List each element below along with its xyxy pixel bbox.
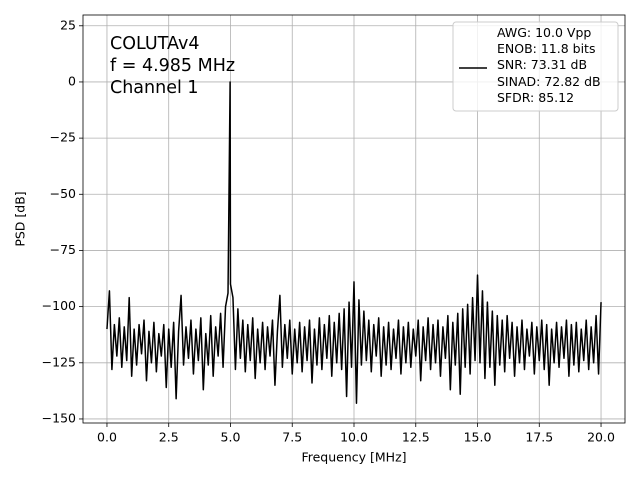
y-axis-label: PSD [dB]: [13, 191, 28, 246]
grid: [83, 15, 625, 423]
psd-line: [106, 81, 602, 404]
y-tick-label: −75: [50, 242, 76, 257]
x-axis-label: Frequency [MHz]: [301, 450, 406, 465]
x-tick-label: 7.5: [282, 430, 302, 445]
y-tick-label: −50: [50, 186, 76, 201]
y-tick-label: −25: [50, 130, 76, 145]
x-tick-label: 2.5: [159, 430, 179, 445]
x-tick-label: 5.0: [221, 430, 241, 445]
legend-label: AWG: 10.0 Vpp ENOB: 11.8 bits SNR: 73.31…: [497, 25, 601, 105]
y-tick-label: −150: [42, 410, 76, 425]
annotation: f = 4.985 MHz: [110, 56, 235, 76]
y-tick-label: −125: [42, 354, 76, 369]
y-tick-label: 25: [60, 17, 76, 32]
plot-area: [106, 81, 602, 404]
y-tick-label: 0: [68, 73, 76, 88]
x-tick-label: 10.0: [340, 430, 368, 445]
x-tick-label: 15.0: [464, 430, 492, 445]
x-tick-label: 12.5: [402, 430, 430, 445]
x-tick-label: 0.0: [97, 430, 117, 445]
x-tick-label: 17.5: [525, 430, 553, 445]
annotation: COLUTAv4: [110, 34, 199, 54]
y-tick-label: −100: [42, 298, 76, 313]
legend-box: [452, 21, 619, 112]
x-tick-label: 20.0: [587, 430, 615, 445]
annotation: Channel 1: [110, 78, 199, 98]
